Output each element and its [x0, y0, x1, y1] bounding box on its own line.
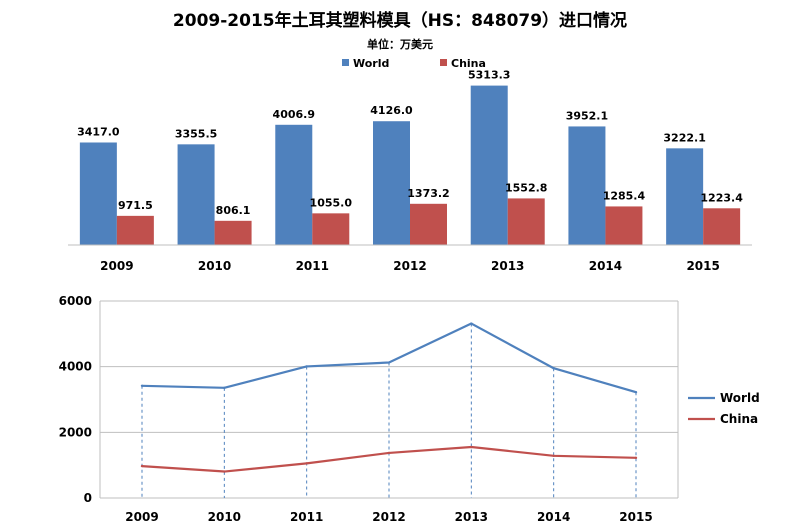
y-tick-4000: 4000 [59, 360, 92, 374]
bar-world-2009 [79, 142, 117, 245]
legend-label-world: World [353, 57, 389, 70]
chart-title: 2009-2015年土耳其塑料模具（HS：848079）进口情况 [172, 11, 628, 31]
bar-world-2015 [666, 148, 704, 245]
legend-swatch-china [440, 59, 447, 66]
bar-x-tick-2011: 2011 [296, 259, 329, 273]
data-label-world-2013: 5313.3 [468, 69, 510, 82]
bar-china-2014 [605, 206, 643, 245]
data-label-china-2009: 971.5 [118, 199, 153, 212]
line-x-tick-2013: 2013 [455, 510, 488, 524]
point-china-2013 [470, 445, 473, 449]
data-label-world-2011: 4006.9 [273, 108, 315, 121]
data-label-china-2013: 1552.8 [505, 181, 547, 194]
data-label-china-2010: 806.1 [216, 204, 251, 217]
line-y-axis-ticks: 0 2000 4000 6000 [59, 294, 92, 505]
legend-swatch-world [342, 59, 349, 66]
bar-world-2013 [470, 85, 508, 245]
line-series-group [140, 322, 638, 473]
bar-x-tick-2015: 2015 [686, 259, 719, 273]
bar-x-tick-2009: 2009 [100, 259, 133, 273]
bar-world-2012 [373, 121, 410, 245]
line-x-tick-2015: 2015 [619, 510, 652, 524]
unit-label: 单位：万美元 [367, 38, 433, 51]
bar-china-2009 [116, 215, 154, 245]
bar-chart: World China 3417.0 3355.5 4006.9 4126.0 5313.… [68, 57, 752, 273]
point-world-2013 [470, 322, 473, 325]
legend-label-china: China [720, 412, 758, 426]
point-china-2011 [305, 462, 308, 465]
line-x-tick-2011: 2011 [290, 510, 323, 524]
bar-world-2014 [568, 126, 606, 245]
legend-label-china: China [451, 57, 486, 70]
legend-label-world: World [720, 391, 760, 405]
data-label-china-2015: 1223.4 [700, 191, 743, 204]
line-legend: World China [688, 391, 760, 426]
bar-china-2011 [312, 213, 350, 245]
data-label-world-2009: 3417.0 [77, 125, 120, 138]
data-label-world-2012: 4126.0 [370, 104, 413, 117]
line-x-tick-2010: 2010 [208, 510, 241, 524]
point-world-2015 [634, 391, 638, 394]
line-x-tick-2014: 2014 [537, 510, 570, 524]
bar-world-2011 [275, 124, 313, 245]
point-china-2009 [140, 464, 144, 468]
data-label-world-2010: 3355.5 [175, 127, 217, 140]
point-china-2010 [223, 470, 226, 473]
point-china-2015 [634, 456, 638, 460]
bar-china-2012 [410, 203, 447, 245]
line-x-tick-2012: 2012 [372, 510, 405, 524]
bar-legend: World China [342, 57, 486, 70]
point-china-2012 [387, 451, 391, 455]
y-tick-2000: 2000 [59, 425, 92, 439]
bar-series-group: 3417.0 3355.5 4006.9 4126.0 5313.3 3952.1 3222… [77, 69, 743, 245]
data-label-china-2014: 1285.4 [603, 189, 646, 202]
bar-china-2013 [507, 198, 545, 245]
bar-world-2010 [177, 144, 215, 245]
bar-x-axis-ticks: 2009 2010 2011 2012 2013 2014 2015 [100, 259, 720, 273]
bar-china-2015 [703, 208, 741, 245]
bar-china-2010 [214, 220, 252, 245]
line-gridlines [99, 300, 679, 499]
point-world-2012 [387, 361, 391, 364]
y-tick-0: 0 [84, 491, 92, 505]
line-drop-lines [141, 323, 637, 498]
bar-x-tick-2013: 2013 [491, 259, 524, 273]
data-label-world-2014: 3952.1 [566, 109, 608, 122]
bar-series-china: 971.5 806.1 1055.0 1373.2 1552.8 1285.4 1223.4 [116, 181, 743, 245]
data-label-world-2015: 3222.1 [663, 131, 705, 144]
point-china-2014 [552, 454, 555, 457]
bar-x-tick-2014: 2014 [589, 259, 622, 273]
data-label-china-2012: 1373.2 [407, 187, 449, 200]
point-world-2009 [140, 384, 144, 388]
bar-x-tick-2010: 2010 [198, 259, 231, 273]
line-x-axis-ticks: 2009 2010 2011 2012 2013 2014 2015 [125, 510, 652, 524]
bar-series-world: 3417.0 3355.5 4006.9 4126.0 5313.3 3952.1 3222… [77, 69, 706, 245]
point-world-2010 [223, 386, 226, 390]
point-world-2011 [305, 365, 308, 368]
y-tick-6000: 6000 [59, 294, 92, 308]
point-world-2014 [552, 367, 555, 370]
data-label-china-2011: 1055.0 [310, 196, 353, 209]
line-x-tick-2009: 2009 [125, 510, 158, 524]
bar-x-tick-2012: 2012 [393, 259, 426, 273]
